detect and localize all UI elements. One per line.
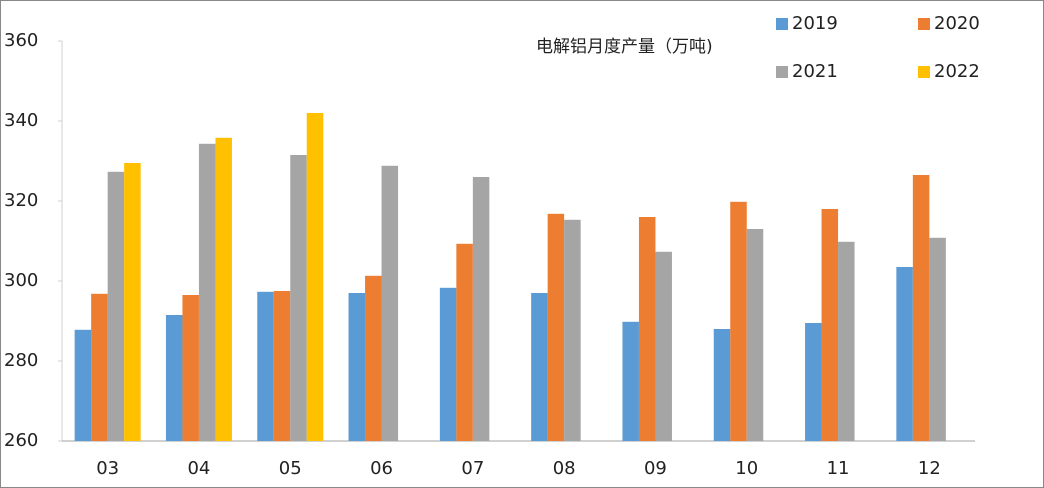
bar <box>638 217 656 441</box>
x-tick-label: 07 <box>461 458 484 479</box>
bar <box>531 293 548 441</box>
legend-swatch <box>776 18 788 30</box>
bar <box>215 137 232 442</box>
bar <box>713 329 731 441</box>
bar <box>730 201 747 441</box>
bar <box>198 143 216 442</box>
bar <box>564 219 581 441</box>
bar <box>472 177 490 441</box>
bar <box>456 243 473 441</box>
bar <box>124 163 141 441</box>
bar <box>306 113 324 441</box>
bar <box>257 291 274 441</box>
bar <box>838 241 855 441</box>
y-tick-label: 260 <box>4 430 38 451</box>
bar <box>746 229 764 441</box>
bar <box>74 329 92 441</box>
bar <box>107 171 125 442</box>
bar <box>547 213 565 441</box>
bar <box>290 155 307 441</box>
x-tick-label: 08 <box>553 458 576 479</box>
y-tick-label: 360 <box>4 30 38 51</box>
bar <box>182 295 199 441</box>
y-tick-label: 280 <box>4 350 38 371</box>
bar <box>912 175 930 441</box>
legend-label: 2021 <box>792 61 838 82</box>
bar <box>821 209 839 441</box>
bar <box>348 293 366 441</box>
x-tick-label: 03 <box>96 458 119 479</box>
x-tick-label: 12 <box>918 458 941 479</box>
x-tick-label: 09 <box>644 458 667 479</box>
bar <box>381 165 399 442</box>
bar <box>655 251 672 441</box>
bar <box>91 293 108 441</box>
bar <box>805 323 822 441</box>
bar <box>165 315 183 441</box>
bar <box>439 287 457 441</box>
x-tick-label: 04 <box>187 458 210 479</box>
legend-swatch <box>776 66 788 78</box>
x-tick-label: 06 <box>370 458 393 479</box>
chart-title: 电解铝月度产量（万吨) <box>536 37 713 57</box>
legend-swatch <box>918 18 930 30</box>
x-tick-label: 10 <box>735 458 758 479</box>
x-tick-label: 05 <box>279 458 302 479</box>
bar <box>622 321 639 441</box>
bar <box>273 291 291 441</box>
legend-label: 2019 <box>792 13 838 34</box>
legend-label: 2022 <box>934 61 980 82</box>
bar <box>896 267 913 441</box>
legend-swatch <box>918 66 930 78</box>
x-tick-label: 11 <box>827 458 850 479</box>
y-tick-label: 320 <box>4 190 38 211</box>
y-tick-label: 300 <box>4 270 38 291</box>
bar <box>929 237 946 441</box>
legend-label: 2020 <box>934 13 980 34</box>
y-tick-label: 340 <box>4 110 38 131</box>
bar <box>365 275 382 441</box>
